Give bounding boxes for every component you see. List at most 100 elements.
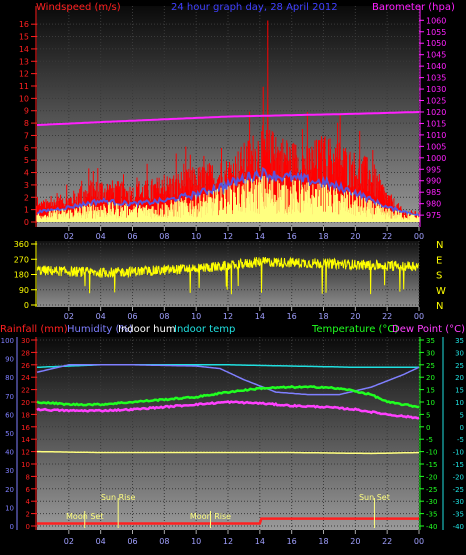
x-tick-label: 12: [223, 232, 233, 241]
baro-tick-label: 1040: [426, 62, 446, 71]
baro-tick-label: 985: [426, 188, 441, 197]
humidity-tick-label: 0: [10, 523, 14, 531]
rain-tick-label: 24: [21, 374, 30, 382]
dir-tick-label: 180: [14, 271, 29, 280]
windspeed-title: Windspeed (m/s): [36, 2, 121, 13]
temp-tick-label: 25: [426, 362, 435, 370]
dewpoint-tick-label: -40: [453, 523, 464, 531]
wind-tick-label: 4: [24, 169, 29, 178]
dewpoint-tick-label: 0: [460, 424, 464, 432]
dir-tick-label: 0: [24, 301, 29, 310]
rain-tick-label: 16: [21, 424, 30, 432]
dewpoint-tick-label: -35: [453, 511, 464, 519]
rainfall-label: Rainfall (mm): [0, 324, 68, 335]
wind-tick-label: 16: [19, 20, 29, 29]
barometer-line: [36, 111, 420, 126]
humidity-tick-label: 20: [5, 486, 14, 494]
x-tick-label: 16: [287, 537, 297, 546]
temp-tick-label: -40: [426, 523, 437, 531]
dewpoint-tick-label: 25: [455, 362, 464, 370]
humidity-tick-label: 70: [5, 393, 14, 401]
temp-tick-label: 20: [426, 374, 435, 382]
humidity-tick-label: 90: [5, 356, 14, 364]
dewpoint-tick-label: -10: [453, 449, 464, 457]
x-tick-label: 10: [191, 537, 201, 546]
x-tick-label: 00: [414, 312, 424, 321]
compass-label: N: [436, 301, 443, 312]
x-tick-label: 14: [255, 232, 265, 241]
rain-tick-label: 0: [26, 523, 30, 531]
baro-tick-label: 975: [426, 211, 441, 220]
compass-label: W: [436, 286, 446, 297]
x-tick-label: 04: [96, 312, 106, 321]
baro-tick-label: 1015: [426, 119, 446, 128]
baro-tick-label: 1025: [426, 97, 446, 106]
direction-line: [36, 256, 420, 295]
graph-title: 24 hour graph day, 28 April 2012: [171, 2, 338, 13]
x-tick-label: 04: [96, 537, 106, 546]
temp-tick-label: 0: [426, 424, 430, 432]
wind-tick-label: 14: [19, 45, 29, 54]
baro-tick-label: 1055: [426, 28, 446, 37]
x-tick-label: 08: [159, 312, 169, 321]
x-tick-label: 06: [127, 232, 137, 241]
indoor-temp-label: Indoor temp: [174, 324, 235, 335]
x-tick-label: 06: [127, 537, 137, 546]
x-tick-label: 20: [350, 312, 360, 321]
x-tick-label: 10: [191, 232, 201, 241]
dewpoint-tick-label: 30: [455, 349, 464, 357]
wind-tick-label: 10: [19, 94, 29, 103]
rain-tick-label: 12: [21, 449, 30, 457]
x-tick-label: 08: [159, 232, 169, 241]
temp-tick-label: -25: [426, 486, 437, 494]
x-tick-label: 22: [382, 232, 392, 241]
dewpoint-tick-label: 15: [455, 387, 464, 395]
x-tick-label: 16: [287, 312, 297, 321]
humidity-tick-label: 30: [5, 467, 14, 475]
temp-tick-label: -20: [426, 473, 437, 481]
dir-tick-label: 90: [19, 286, 29, 295]
compass-label: E: [436, 255, 442, 266]
event-label: Moon Set: [66, 512, 103, 521]
rainfall-line: [37, 517, 419, 525]
temp-tick-label: -15: [426, 461, 437, 469]
temperature-line: [36, 385, 420, 409]
dewpoint-tick-label: 5: [460, 411, 464, 419]
rain-tick-label: 28: [21, 349, 30, 357]
x-tick-label: 02: [64, 232, 74, 241]
baro-tick-label: 1050: [426, 39, 446, 48]
wind-tick-label: 7: [24, 131, 29, 140]
temperature-label: Temperature (°C): [311, 324, 398, 335]
dewpoint-tick-label: -20: [453, 473, 464, 481]
wind-tick-label: 6: [24, 144, 29, 153]
dewpoint-tick-label: 20: [455, 374, 464, 382]
temp-tick-label: -5: [426, 436, 433, 444]
humidity-tick-label: 80: [5, 374, 14, 382]
baro-tick-label: 1035: [426, 74, 446, 83]
baro-tick-label: 1010: [426, 131, 446, 140]
x-tick-label: 00: [414, 537, 424, 546]
dir-tick-label: 360: [14, 240, 29, 249]
wind-tick-label: 2: [24, 193, 29, 202]
indoor-hum-label: Indoor hum: [118, 324, 176, 335]
rain-tick-label: 10: [21, 461, 30, 469]
wind-tick-label: 9: [24, 107, 29, 116]
temp-tick-label: -10: [426, 449, 437, 457]
temp-tick-label: 5: [426, 411, 430, 419]
temp-tick-label: 10: [426, 399, 435, 407]
x-tick-label: 02: [64, 312, 74, 321]
wind-tick-label: 1: [24, 206, 29, 215]
x-tick-label: 18: [318, 537, 328, 546]
x-tick-label: 08: [159, 537, 169, 546]
dewpoint-label: Dew Point (°C): [392, 324, 465, 335]
rain-tick-label: 18: [21, 411, 30, 419]
x-tick-label: 22: [382, 537, 392, 546]
wind-tick-label: 11: [19, 82, 29, 91]
compass-label: S: [436, 271, 442, 282]
rain-tick-label: 8: [26, 473, 30, 481]
rain-tick-label: 26: [21, 362, 30, 370]
temp-tick-label: -35: [426, 511, 437, 519]
x-tick-label: 12: [223, 312, 233, 321]
x-tick-label: 18: [318, 312, 328, 321]
x-tick-label: 20: [350, 232, 360, 241]
